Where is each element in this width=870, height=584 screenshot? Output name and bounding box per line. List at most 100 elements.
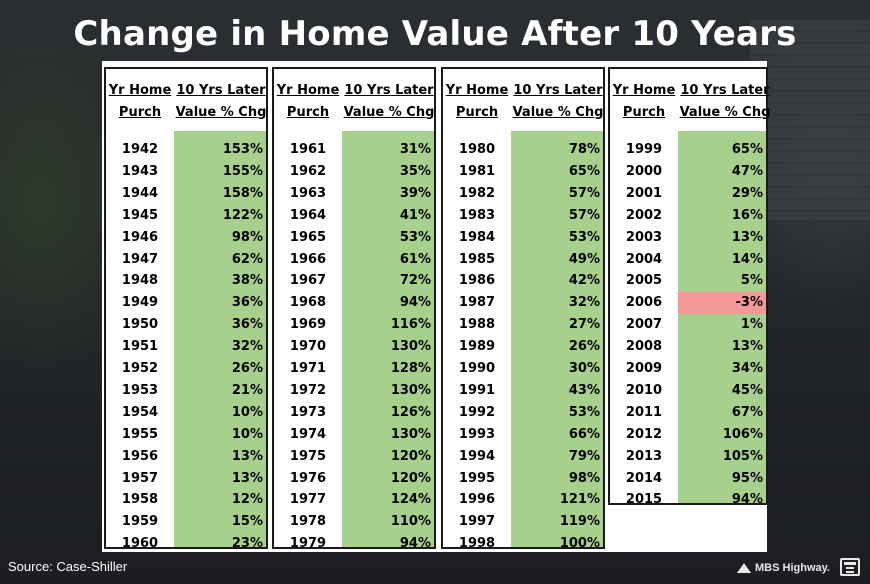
- value-change: 130%: [342, 424, 434, 446]
- value-change-text: 79%: [568, 448, 600, 464]
- table-1942-1960: Yr Home Purch 10 Yrs Later Value % Chg 1942 1…: [104, 67, 268, 551]
- table-row: 1944 158%: [106, 183, 266, 205]
- value-change: 106%: [678, 424, 766, 446]
- year-header-line2: Purch: [286, 105, 330, 120]
- table-row: 1990 30%: [443, 358, 603, 380]
- value-change: 36%: [174, 292, 266, 314]
- value-change: 62%: [174, 249, 266, 271]
- value-change-text: 130%: [390, 426, 431, 442]
- value-change-text: 67%: [731, 404, 763, 420]
- value-change-text: 42%: [568, 273, 600, 289]
- purchase-year: 2014: [625, 470, 663, 486]
- value-change: 38%: [174, 270, 266, 292]
- table-row: 1984 53%: [443, 227, 603, 249]
- year-header-line2: Purch: [455, 105, 499, 120]
- value-change-text: 14%: [731, 251, 763, 267]
- value-change: 15%: [174, 511, 266, 533]
- value-change: 30%: [511, 358, 603, 380]
- value-change-text: 78%: [568, 142, 600, 157]
- value-change-text: 66%: [568, 426, 600, 442]
- value-change-text: 12%: [231, 492, 263, 508]
- table-row: 1981 65%: [443, 161, 603, 183]
- purchase-year: 1982: [458, 185, 496, 201]
- table-row: 2001 29%: [610, 183, 766, 205]
- value-change: 121%: [511, 489, 603, 511]
- table-row: 2014 95%: [610, 468, 766, 490]
- table-row: 1978 110%: [274, 511, 434, 533]
- value-column-fill: [511, 131, 603, 547]
- value-change: 23%: [174, 533, 266, 555]
- value-change: 94%: [342, 533, 434, 555]
- purchase-year: 1955: [121, 426, 159, 442]
- value-change-text: 38%: [231, 273, 263, 289]
- purchase-year: 1945: [121, 207, 159, 223]
- value-change-text: 130%: [390, 382, 431, 398]
- purchase-year: 1970: [289, 339, 327, 355]
- value-change-text: 72%: [399, 273, 431, 289]
- purchase-year: 1990: [458, 361, 496, 376]
- value-change: 1%: [678, 314, 766, 336]
- value-change-text: 32%: [231, 339, 263, 355]
- purchase-year: 1992: [458, 404, 496, 420]
- year-header-line1: Yr Home: [108, 83, 172, 98]
- value-change-text: 98%: [231, 229, 263, 245]
- purchase-year: 1984: [458, 229, 496, 245]
- table-row: 1987 32%: [443, 292, 603, 314]
- table-row: 1992 53%: [443, 402, 603, 424]
- table-header: Yr Home Purch 10 Yrs Later Value % Chg: [274, 69, 435, 131]
- table-row: 1963 39%: [274, 183, 434, 205]
- table-row: 1949 36%: [106, 292, 266, 314]
- value-change-text: 27%: [568, 317, 600, 333]
- purchase-year: 1961: [289, 142, 327, 157]
- value-change-text: 128%: [390, 361, 431, 376]
- value-change-text: 39%: [399, 185, 431, 201]
- value-change-text: 61%: [399, 251, 431, 267]
- value-header: 10 Yrs Later Value % Chg: [174, 80, 268, 124]
- purchase-year: 1960: [121, 536, 159, 552]
- value-change: 57%: [511, 183, 603, 205]
- purchase-year: 1972: [289, 382, 327, 398]
- purchase-year: 1950: [121, 317, 159, 333]
- value-change: 122%: [174, 205, 266, 227]
- purchase-year: 1983: [458, 207, 496, 223]
- value-change: 47%: [678, 161, 766, 183]
- value-change-text: 13%: [731, 339, 763, 355]
- purchase-year: 1979: [289, 536, 327, 552]
- value-change: 35%: [342, 161, 434, 183]
- value-change-text: 100%: [559, 536, 600, 552]
- table-row: 1951 32%: [106, 336, 266, 358]
- table-row: 1952 26%: [106, 358, 266, 380]
- purchase-year: 1971: [289, 361, 327, 376]
- value-header-line1: 10 Yrs Later: [680, 83, 770, 98]
- table-row: 2012 106%: [610, 424, 766, 446]
- equal-housing-icon: [840, 558, 860, 576]
- value-change: 116%: [342, 314, 434, 336]
- year-header-line1: Yr Home: [612, 83, 676, 98]
- table-row: 2005 5%: [610, 270, 766, 292]
- purchase-year: 1944: [121, 185, 159, 201]
- table-row: 1975 120%: [274, 446, 434, 468]
- value-change: 31%: [342, 139, 434, 161]
- year-header-line1: Yr Home: [445, 83, 509, 98]
- table-1961-1979: Yr Home Purch 10 Yrs Later Value % Chg 1961 3…: [272, 67, 436, 551]
- value-change-text: 98%: [568, 470, 600, 486]
- purchase-year: 2003: [625, 229, 663, 245]
- purchase-year: 1985: [458, 251, 496, 267]
- purchase-year: 1952: [121, 361, 159, 376]
- value-header-line1: 10 Yrs Later: [513, 83, 603, 98]
- table-row: 1961 31%: [274, 139, 434, 161]
- value-change-text: 35%: [399, 163, 431, 179]
- value-change: 119%: [511, 511, 603, 533]
- value-change: 49%: [511, 249, 603, 271]
- table-row: 1989 26%: [443, 336, 603, 358]
- table-row: 1979 94%: [274, 533, 434, 555]
- value-column-fill: [678, 131, 766, 503]
- value-change: 153%: [174, 139, 266, 161]
- value-change: 43%: [511, 380, 603, 402]
- purchase-year: 1948: [121, 273, 159, 289]
- year-header-line1: Yr Home: [276, 83, 340, 98]
- value-change: 98%: [511, 468, 603, 490]
- table-row: 2006 -3%: [610, 292, 766, 315]
- value-change: 27%: [511, 314, 603, 336]
- value-change-text: -3%: [735, 295, 763, 311]
